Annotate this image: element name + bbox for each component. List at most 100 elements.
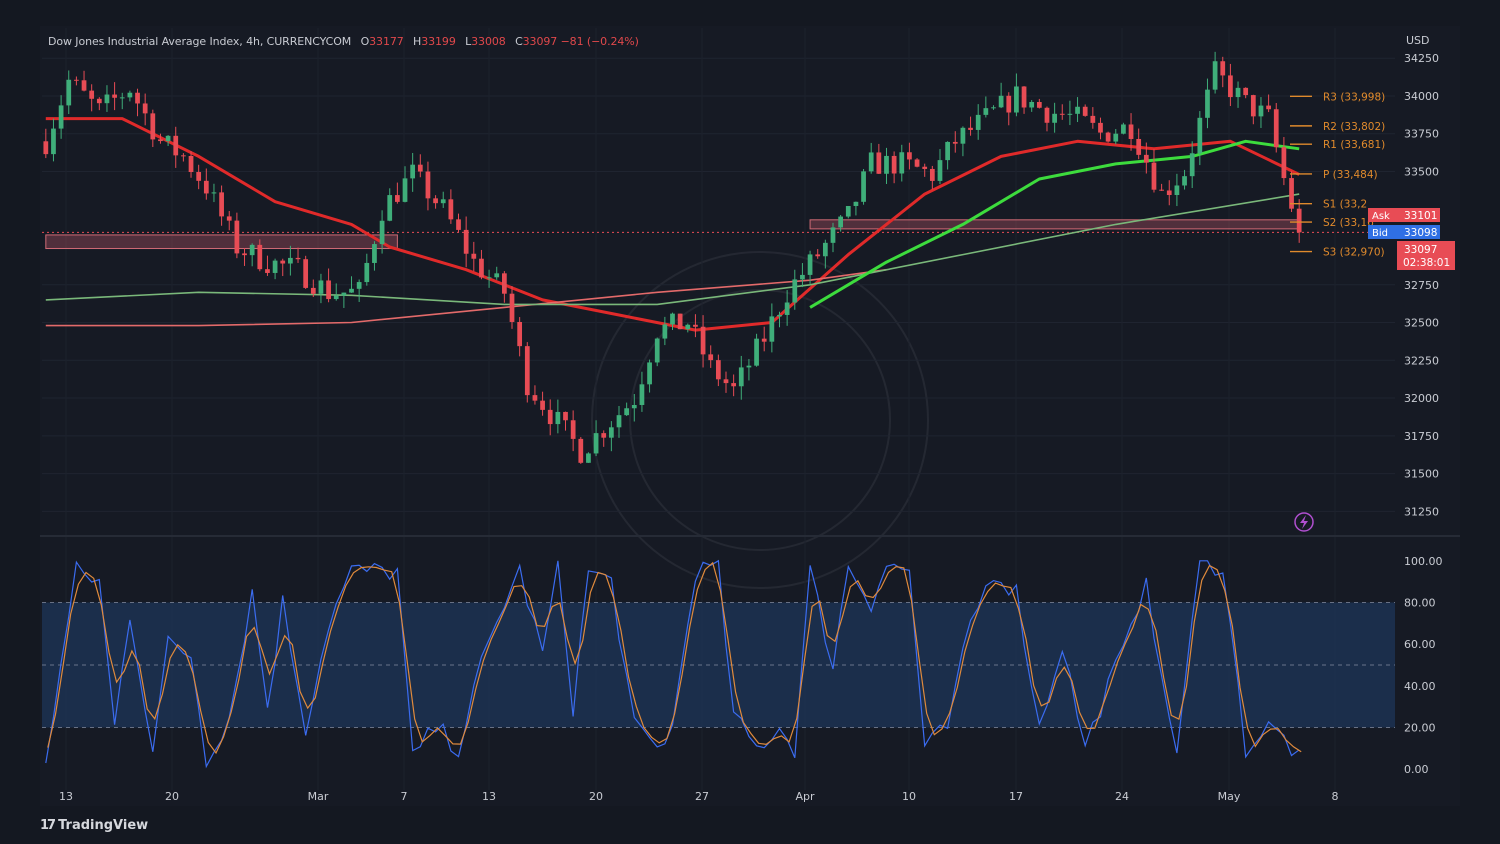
candle-body <box>379 220 385 245</box>
candle-body <box>815 254 821 257</box>
candle-body <box>907 152 912 160</box>
candle-body <box>272 260 278 273</box>
candle-body <box>295 257 301 260</box>
candle-body <box>784 302 790 315</box>
candle-body <box>402 178 408 202</box>
open-label: O <box>360 35 370 48</box>
candle-body <box>914 159 920 167</box>
price-tick-label: 34250 <box>1404 52 1439 65</box>
candle-body <box>1159 189 1164 191</box>
candle-body <box>1182 176 1187 186</box>
candle-body <box>929 168 935 181</box>
low-label: L <box>465 35 472 48</box>
time-tick-label: May <box>1218 790 1241 803</box>
candle-body <box>173 135 179 156</box>
candle-body <box>998 95 1004 108</box>
candle-body <box>1044 107 1050 123</box>
candle-body <box>1052 113 1057 123</box>
candle-body <box>1082 106 1088 116</box>
candle-body <box>715 360 721 380</box>
candle-body <box>364 262 370 283</box>
candle-body <box>471 253 477 259</box>
stochastic-pane[interactable]: 100.00 80.00 60.00 40.00 20.00 0.00 <box>42 555 1443 776</box>
candle-body <box>1212 61 1218 90</box>
candle-body <box>1029 101 1035 108</box>
candle-body <box>968 127 973 130</box>
candle-body <box>1098 122 1103 133</box>
candle-body <box>1205 89 1210 118</box>
candle-body <box>1036 101 1042 108</box>
candle-body <box>555 411 561 425</box>
candle-body <box>524 346 530 396</box>
candle-body <box>586 453 591 463</box>
last-price-tag: 33097 02:38:01 <box>1397 241 1455 270</box>
candle-body <box>51 128 56 155</box>
candle-body <box>540 400 545 410</box>
ask-tag-label: Ask <box>1372 211 1390 222</box>
candle-body <box>830 227 836 243</box>
candle-body <box>242 253 247 256</box>
candle-body <box>196 172 202 181</box>
price-tick-label: 32750 <box>1404 279 1439 292</box>
stochastic-k-line <box>45 559 1300 769</box>
price-tick-label: 31250 <box>1404 505 1439 518</box>
candle-body <box>448 199 454 220</box>
candle-body <box>249 244 255 256</box>
time-axis: 13 20 Mar 7 13 20 27 Apr 10 17 24 May 8 <box>59 790 1339 803</box>
candle-body <box>425 171 431 199</box>
price-tick-label: 32500 <box>1404 317 1439 330</box>
stochastic-tick-label: 0.00 <box>1404 763 1429 776</box>
candle-body <box>593 433 599 454</box>
time-tick-label: 17 <box>1009 790 1023 803</box>
time-tick-label: 24 <box>1115 790 1129 803</box>
candle-body <box>417 164 423 172</box>
price-tick-label: 34000 <box>1404 90 1439 103</box>
candle-body <box>677 313 683 330</box>
candle-body <box>1273 109 1279 148</box>
candle-body <box>1197 117 1203 154</box>
candle-body <box>127 92 133 98</box>
candle-body <box>991 107 996 109</box>
candle-body <box>952 141 958 144</box>
candlesticks <box>43 51 1302 464</box>
candle-body <box>288 257 293 264</box>
candle-body <box>761 338 767 342</box>
pivot-label: S1 (33,2 <box>1323 199 1367 211</box>
candle-body <box>807 254 813 275</box>
tradingview-brand[interactable]: 17 TradingView <box>40 818 148 833</box>
candle-body <box>203 180 209 194</box>
stochastic-tick-label: 80.00 <box>1404 597 1436 610</box>
candle-body <box>570 420 576 439</box>
candle-body <box>960 127 966 144</box>
candle-body <box>1105 132 1111 142</box>
candle-body <box>318 280 324 294</box>
candle-body <box>822 242 828 257</box>
pivot-label: R1 (33,681) <box>1323 139 1385 151</box>
candle-body <box>1014 86 1019 113</box>
candle-body <box>1250 95 1256 117</box>
tradingview-logo-icon: 17 <box>40 818 56 833</box>
candle-body <box>708 354 714 361</box>
candle-body <box>81 80 87 91</box>
price-pane[interactable]: R3 (33,998) R2 (33,802) R1 (33,681) P (33,4… <box>42 28 1439 790</box>
ma-line-ema-20 <box>45 117 1300 332</box>
candle-body <box>647 362 652 385</box>
candle-body <box>211 192 217 194</box>
candle-body <box>1121 124 1126 134</box>
candle-body <box>456 219 461 230</box>
lightning-icon[interactable] <box>1294 512 1314 532</box>
candle-body <box>1166 190 1172 196</box>
candle-body <box>440 199 446 204</box>
bid-tag-label: Bid <box>1372 228 1388 239</box>
candle-body <box>303 259 309 288</box>
candle-body <box>685 324 691 330</box>
candle-body <box>792 279 798 303</box>
candle-body <box>1136 138 1142 155</box>
time-tick-label: 13 <box>59 790 73 803</box>
candle-body <box>922 166 928 169</box>
ma-line-ema-50 <box>809 139 1300 309</box>
candle-body <box>119 97 125 99</box>
candle-body <box>96 98 102 104</box>
candle-body <box>1289 178 1294 209</box>
candle-body <box>494 273 500 278</box>
